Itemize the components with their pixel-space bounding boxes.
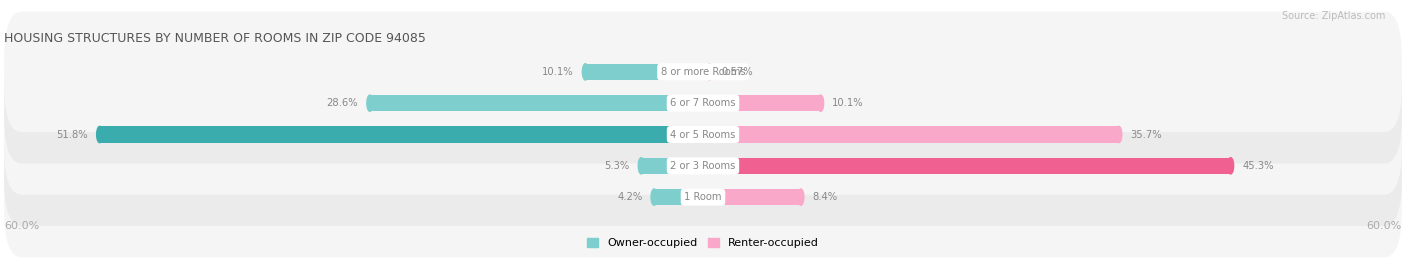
Bar bbox=[370, 95, 703, 111]
Text: 60.0%: 60.0% bbox=[4, 221, 39, 231]
Text: 8.4%: 8.4% bbox=[813, 192, 838, 202]
Text: 51.8%: 51.8% bbox=[56, 129, 89, 140]
Text: 6 or 7 Rooms: 6 or 7 Rooms bbox=[671, 98, 735, 108]
FancyBboxPatch shape bbox=[4, 43, 1402, 164]
Bar bbox=[703, 189, 801, 205]
Circle shape bbox=[1116, 126, 1122, 143]
FancyBboxPatch shape bbox=[4, 105, 1402, 226]
Text: 1 Room: 1 Room bbox=[685, 192, 721, 202]
Circle shape bbox=[651, 189, 657, 205]
Bar bbox=[703, 126, 1119, 143]
Circle shape bbox=[1227, 158, 1233, 174]
Text: 60.0%: 60.0% bbox=[1367, 221, 1402, 231]
Text: 2 or 3 Rooms: 2 or 3 Rooms bbox=[671, 161, 735, 171]
Circle shape bbox=[797, 189, 804, 205]
Text: HOUSING STRUCTURES BY NUMBER OF ROOMS IN ZIP CODE 94085: HOUSING STRUCTURES BY NUMBER OF ROOMS IN… bbox=[4, 32, 426, 45]
Text: 0.57%: 0.57% bbox=[721, 67, 752, 77]
Bar bbox=[654, 189, 703, 205]
FancyBboxPatch shape bbox=[4, 12, 1402, 132]
Legend: Owner-occupied, Renter-occupied: Owner-occupied, Renter-occupied bbox=[582, 233, 824, 253]
FancyBboxPatch shape bbox=[4, 74, 1402, 195]
Text: 5.3%: 5.3% bbox=[605, 161, 630, 171]
Bar bbox=[703, 64, 710, 80]
Circle shape bbox=[818, 95, 824, 111]
Text: 4 or 5 Rooms: 4 or 5 Rooms bbox=[671, 129, 735, 140]
Text: 28.6%: 28.6% bbox=[326, 98, 359, 108]
Bar bbox=[100, 126, 703, 143]
Circle shape bbox=[367, 95, 373, 111]
Bar bbox=[703, 158, 1230, 174]
Circle shape bbox=[707, 64, 713, 80]
Text: 10.1%: 10.1% bbox=[543, 67, 574, 77]
Text: 10.1%: 10.1% bbox=[832, 98, 863, 108]
Circle shape bbox=[97, 126, 103, 143]
Text: 35.7%: 35.7% bbox=[1130, 129, 1163, 140]
Bar bbox=[641, 158, 703, 174]
Bar bbox=[703, 95, 821, 111]
Text: Source: ZipAtlas.com: Source: ZipAtlas.com bbox=[1281, 11, 1385, 21]
FancyBboxPatch shape bbox=[4, 137, 1402, 257]
Text: 45.3%: 45.3% bbox=[1243, 161, 1274, 171]
Circle shape bbox=[638, 158, 644, 174]
Bar bbox=[585, 64, 703, 80]
Text: 4.2%: 4.2% bbox=[617, 192, 643, 202]
Text: 8 or more Rooms: 8 or more Rooms bbox=[661, 67, 745, 77]
Circle shape bbox=[582, 64, 588, 80]
